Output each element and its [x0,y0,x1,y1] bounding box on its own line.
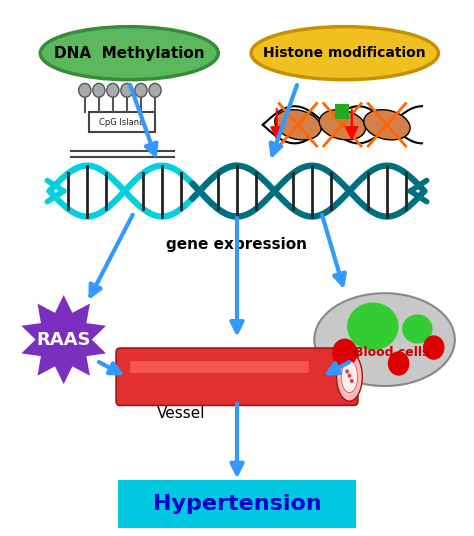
Circle shape [107,84,119,97]
Text: Hypertension: Hypertension [153,494,321,514]
Circle shape [149,84,161,97]
FancyBboxPatch shape [130,361,309,373]
Ellipse shape [319,110,365,140]
Circle shape [79,84,91,97]
FancyBboxPatch shape [118,480,356,528]
Circle shape [135,84,147,97]
Circle shape [423,336,445,360]
Ellipse shape [341,361,357,392]
Text: Vessel: Vessel [156,406,205,421]
Text: CpG Island: CpG Island [100,117,145,126]
Circle shape [332,339,357,367]
Polygon shape [21,295,106,384]
Ellipse shape [347,302,399,350]
FancyBboxPatch shape [116,348,358,405]
Ellipse shape [40,27,218,80]
Text: Histone modification: Histone modification [264,46,426,60]
Circle shape [121,84,133,97]
Circle shape [388,351,410,376]
Ellipse shape [402,315,433,344]
FancyBboxPatch shape [90,112,155,132]
Text: RAAS: RAAS [36,331,91,348]
Ellipse shape [337,352,362,401]
Ellipse shape [251,27,438,80]
Ellipse shape [275,110,321,140]
FancyBboxPatch shape [336,103,349,120]
Circle shape [345,369,349,374]
Circle shape [350,379,354,383]
Text: Blood cells: Blood cells [354,346,429,359]
Text: DNA  Methylation: DNA Methylation [54,46,205,61]
Circle shape [347,374,351,378]
Ellipse shape [364,110,410,140]
Ellipse shape [314,293,455,386]
Circle shape [93,84,105,97]
Text: gene expression: gene expression [166,236,308,251]
